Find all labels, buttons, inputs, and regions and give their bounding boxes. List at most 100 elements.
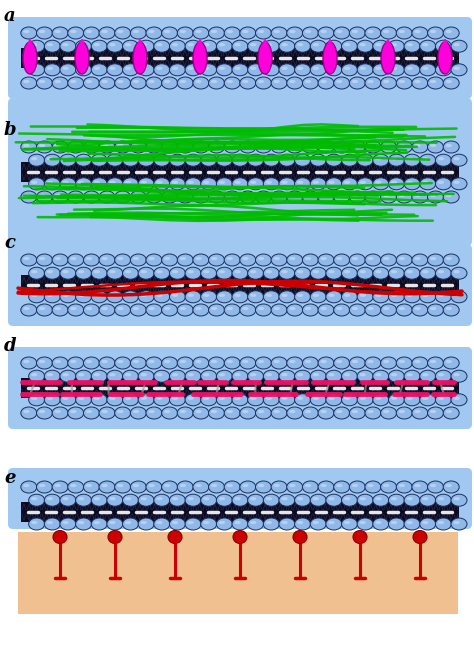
- Ellipse shape: [23, 30, 29, 33]
- Ellipse shape: [138, 370, 154, 382]
- Ellipse shape: [305, 307, 311, 310]
- Ellipse shape: [209, 254, 225, 266]
- Ellipse shape: [250, 521, 256, 524]
- Ellipse shape: [258, 80, 264, 83]
- Ellipse shape: [86, 257, 92, 260]
- Ellipse shape: [302, 481, 319, 493]
- Ellipse shape: [375, 521, 382, 524]
- Ellipse shape: [164, 30, 171, 33]
- Ellipse shape: [334, 254, 350, 266]
- Ellipse shape: [381, 357, 397, 369]
- Ellipse shape: [375, 294, 382, 297]
- Ellipse shape: [247, 518, 264, 530]
- Ellipse shape: [75, 370, 91, 382]
- Ellipse shape: [263, 494, 279, 506]
- Ellipse shape: [451, 394, 467, 406]
- Ellipse shape: [443, 27, 459, 39]
- Ellipse shape: [93, 497, 100, 500]
- Ellipse shape: [334, 304, 350, 316]
- Ellipse shape: [162, 141, 178, 153]
- Ellipse shape: [219, 181, 225, 184]
- Ellipse shape: [209, 27, 225, 39]
- Ellipse shape: [133, 144, 139, 147]
- Ellipse shape: [435, 40, 451, 52]
- Ellipse shape: [156, 43, 163, 46]
- Ellipse shape: [83, 481, 100, 493]
- FancyBboxPatch shape: [8, 98, 472, 246]
- Ellipse shape: [240, 481, 256, 493]
- Ellipse shape: [31, 181, 37, 184]
- Ellipse shape: [360, 396, 366, 400]
- Ellipse shape: [141, 396, 147, 400]
- Ellipse shape: [289, 360, 296, 363]
- Ellipse shape: [341, 394, 357, 406]
- Ellipse shape: [320, 30, 327, 33]
- Ellipse shape: [435, 370, 451, 382]
- Ellipse shape: [242, 30, 249, 33]
- Ellipse shape: [180, 307, 186, 310]
- Ellipse shape: [396, 481, 412, 493]
- Ellipse shape: [381, 481, 397, 493]
- Ellipse shape: [235, 67, 241, 70]
- Ellipse shape: [344, 270, 350, 274]
- Ellipse shape: [305, 194, 311, 197]
- Ellipse shape: [185, 494, 201, 506]
- Ellipse shape: [156, 294, 163, 297]
- Ellipse shape: [391, 294, 397, 297]
- Ellipse shape: [201, 518, 217, 530]
- Ellipse shape: [93, 43, 100, 46]
- Ellipse shape: [258, 360, 264, 363]
- Ellipse shape: [164, 360, 171, 363]
- Ellipse shape: [60, 64, 76, 76]
- Ellipse shape: [185, 178, 201, 190]
- Ellipse shape: [36, 77, 53, 89]
- Ellipse shape: [115, 191, 131, 203]
- Ellipse shape: [185, 291, 201, 303]
- Ellipse shape: [195, 484, 202, 487]
- Ellipse shape: [360, 373, 366, 376]
- Ellipse shape: [310, 291, 326, 303]
- Ellipse shape: [247, 494, 264, 506]
- Ellipse shape: [101, 257, 108, 260]
- Ellipse shape: [193, 357, 209, 369]
- Ellipse shape: [430, 80, 437, 83]
- Ellipse shape: [203, 67, 210, 70]
- Ellipse shape: [101, 410, 108, 413]
- Ellipse shape: [282, 270, 288, 274]
- Ellipse shape: [172, 521, 178, 524]
- Ellipse shape: [39, 30, 45, 33]
- Ellipse shape: [39, 80, 45, 83]
- Ellipse shape: [334, 481, 350, 493]
- Ellipse shape: [154, 178, 170, 190]
- Ellipse shape: [86, 410, 92, 413]
- Ellipse shape: [162, 481, 178, 493]
- Ellipse shape: [235, 43, 241, 46]
- Ellipse shape: [188, 43, 194, 46]
- Ellipse shape: [188, 270, 194, 274]
- Ellipse shape: [326, 178, 342, 190]
- Ellipse shape: [310, 178, 326, 190]
- Ellipse shape: [336, 410, 343, 413]
- Ellipse shape: [115, 304, 131, 316]
- Ellipse shape: [313, 43, 319, 46]
- Ellipse shape: [46, 497, 53, 500]
- Ellipse shape: [117, 410, 124, 413]
- Ellipse shape: [318, 141, 334, 153]
- Ellipse shape: [125, 294, 131, 297]
- Ellipse shape: [334, 77, 350, 89]
- Ellipse shape: [115, 27, 131, 39]
- Ellipse shape: [404, 370, 420, 382]
- Ellipse shape: [247, 394, 264, 406]
- Ellipse shape: [115, 481, 131, 493]
- Ellipse shape: [430, 144, 437, 147]
- Ellipse shape: [188, 67, 194, 70]
- Ellipse shape: [407, 43, 413, 46]
- Ellipse shape: [201, 291, 217, 303]
- Ellipse shape: [172, 157, 178, 161]
- Ellipse shape: [169, 64, 185, 76]
- Ellipse shape: [365, 27, 381, 39]
- Ellipse shape: [86, 360, 92, 363]
- Ellipse shape: [349, 254, 365, 266]
- Ellipse shape: [326, 518, 342, 530]
- Ellipse shape: [407, 67, 413, 70]
